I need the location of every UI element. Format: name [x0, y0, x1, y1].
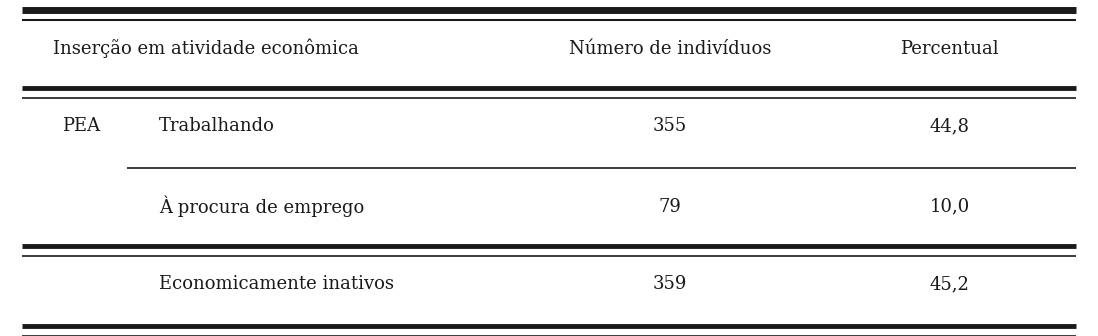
- Text: 359: 359: [653, 275, 687, 293]
- Text: 44,8: 44,8: [930, 117, 970, 135]
- Text: 79: 79: [659, 198, 682, 216]
- Text: À procura de emprego: À procura de emprego: [159, 196, 365, 217]
- Text: 10,0: 10,0: [929, 198, 970, 216]
- Text: Economicamente inativos: Economicamente inativos: [159, 275, 394, 293]
- Text: Percentual: Percentual: [900, 40, 999, 58]
- Text: Inserção em atividade econômica: Inserção em atividade econômica: [54, 39, 359, 58]
- Text: 45,2: 45,2: [930, 275, 970, 293]
- Text: Número de indivíduos: Número de indivíduos: [569, 40, 772, 58]
- Text: Trabalhando: Trabalhando: [159, 117, 274, 135]
- Text: 355: 355: [653, 117, 687, 135]
- Text: PEA: PEA: [61, 117, 100, 135]
